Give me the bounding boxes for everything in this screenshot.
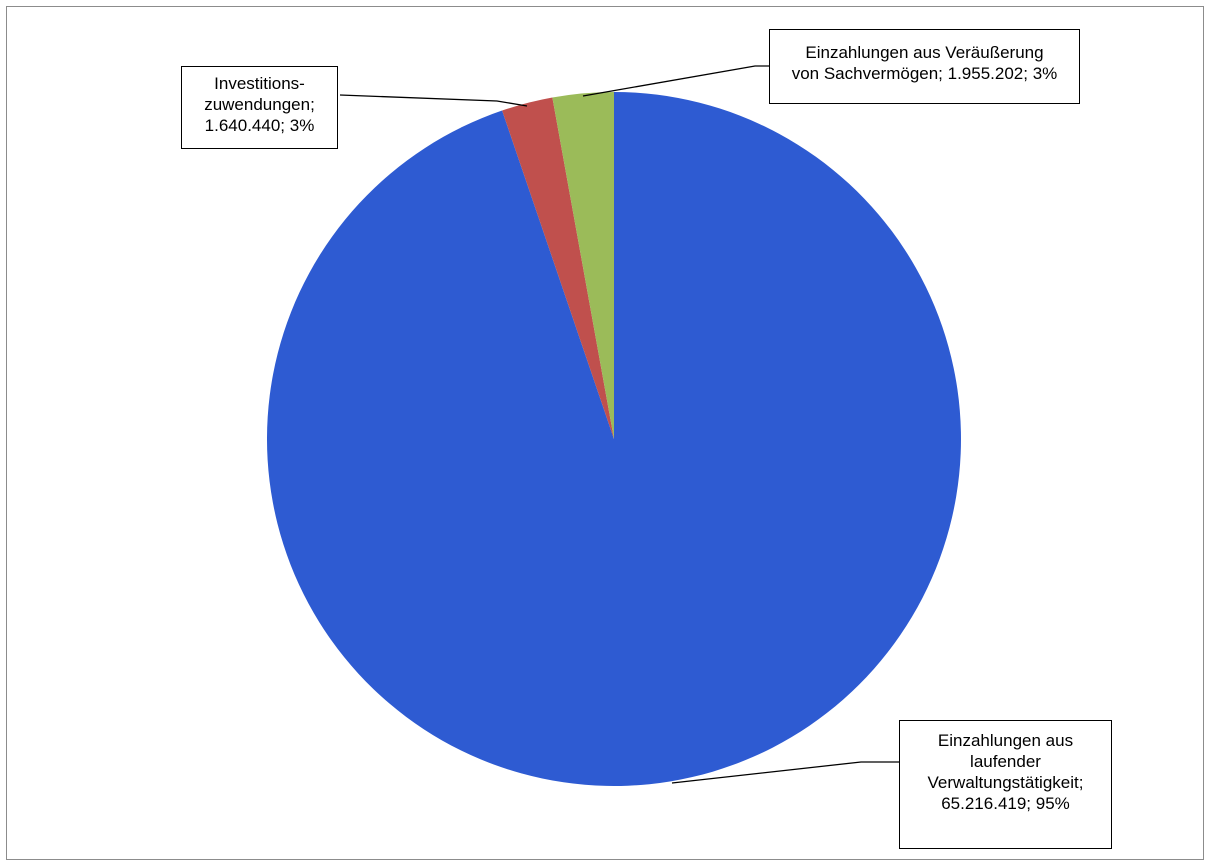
leader-line-slice-2 <box>582 65 770 97</box>
data-label-line: Verwaltungstätigkeit; <box>927 773 1084 792</box>
leader-line-slice-0 <box>671 761 900 784</box>
data-label-line: Investitions- <box>214 74 305 93</box>
leader-lines <box>339 65 900 784</box>
data-label-line: zuwendungen; <box>204 95 315 114</box>
data-label-line: Einzahlungen aus Veräußerung <box>805 43 1044 62</box>
data-label-slice-1: Investitions- zuwendungen; 1.640.440; 3% <box>181 66 338 149</box>
pie-slice-2 <box>552 92 614 439</box>
data-label-line: laufender <box>970 752 1041 771</box>
leader-line-slice-1 <box>339 94 528 107</box>
data-label-slice-0: Einzahlungen aus laufender Verwaltungstä… <box>899 720 1112 849</box>
pie-slice-1 <box>502 97 614 440</box>
data-label-line: Einzahlungen aus <box>937 731 1074 750</box>
data-label-slice-2: Einzahlungen aus Veräußerung von Sachver… <box>769 29 1080 104</box>
data-label-line: 1.640.440; 3% <box>204 116 315 135</box>
data-label-line: von Sachvermögen; 1.955.202; 3% <box>791 64 1058 83</box>
pie-slices <box>266 92 961 786</box>
pie-slice-0 <box>266 92 961 786</box>
data-label-line: 65.216.419; 95% <box>941 794 1070 813</box>
